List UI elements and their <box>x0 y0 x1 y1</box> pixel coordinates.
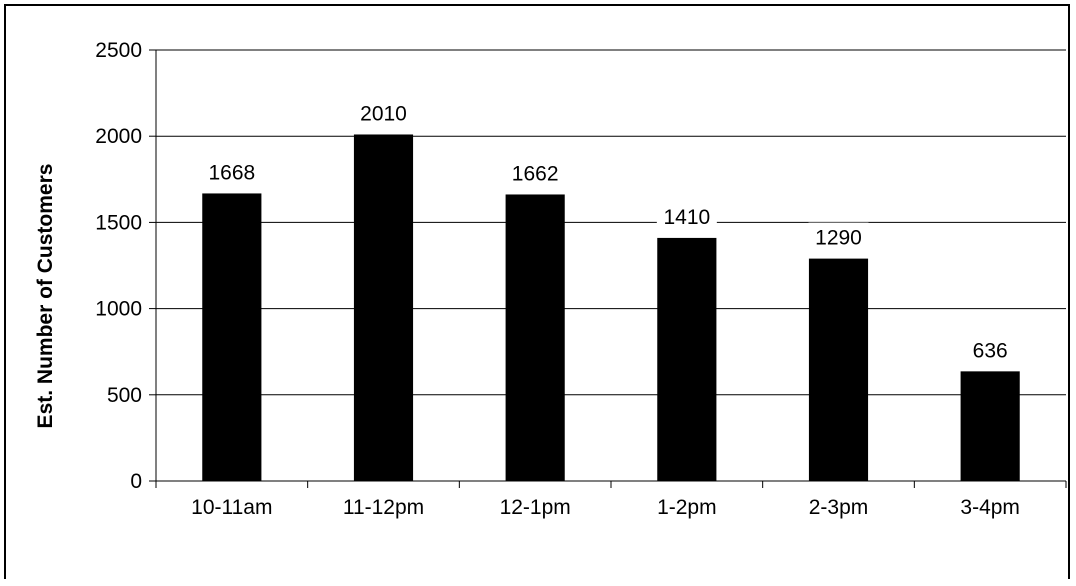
chart-frame: Est. Number of Customers 0 500 1000 1500 200… <box>4 4 1070 579</box>
x-tick-label-10-11am: 10-11am <box>191 496 272 519</box>
x-tick-label-2-3pm: 2-3pm <box>809 496 869 519</box>
y-tick-label-1000: 1000 <box>95 298 142 321</box>
data-label-bg-2-3pm <box>808 222 869 249</box>
data-label-bg-11-12pm <box>353 98 414 125</box>
x-tick-label-1-2pm: 1-2pm <box>657 496 717 519</box>
y-tick-label-2500: 2500 <box>95 39 142 62</box>
bar-2-3pm <box>808 258 869 481</box>
x-tick-label-12-1pm: 12-1pm <box>500 496 571 519</box>
data-label-11-12pm: 2010 <box>360 102 407 125</box>
x-tick-label-3-4pm: 3-4pm <box>960 496 1020 519</box>
data-label-bg-1-2pm <box>656 201 717 228</box>
y-tick-label-500: 500 <box>107 384 142 407</box>
data-label-bg-10-11am <box>201 157 262 184</box>
data-labels: 1668 2010 1662 1410 1290 636 <box>201 98 1021 362</box>
bar-chart: Est. Number of Customers 0 500 1000 1500 200… <box>34 39 1067 519</box>
y-tick-labels: 0 500 1000 1500 2000 2500 <box>95 39 142 493</box>
bars <box>202 134 1020 482</box>
x-tick-labels: 10-11am 11-12pm 12-1pm 1-2pm 2-3pm 3-4pm <box>191 496 1020 519</box>
data-label-bg-12-1pm <box>505 158 566 185</box>
data-label-bg-3-4pm <box>960 335 1021 362</box>
bar-12-1pm <box>505 194 565 482</box>
y-tick-label-2000: 2000 <box>95 125 142 148</box>
bar-1-2pm <box>657 237 717 481</box>
axes <box>149 49 1067 488</box>
data-label-2-3pm: 1290 <box>815 227 862 250</box>
data-label-12-1pm: 1662 <box>512 162 559 185</box>
y-tick-label-1500: 1500 <box>95 211 142 234</box>
bar-3-4pm <box>960 371 1020 481</box>
bar-11-12pm <box>353 134 414 481</box>
x-tick-label-11-12pm: 11-12pm <box>343 496 424 519</box>
data-label-10-11am: 1668 <box>208 161 255 184</box>
y-tick-label-0: 0 <box>130 470 142 493</box>
data-label-3-4pm: 636 <box>973 339 1008 362</box>
y-axis-title: Est. Number of Customers <box>34 164 57 429</box>
data-label-1-2pm: 1410 <box>663 206 710 229</box>
bar-10-11am <box>202 193 262 481</box>
gridlines <box>156 49 1066 396</box>
